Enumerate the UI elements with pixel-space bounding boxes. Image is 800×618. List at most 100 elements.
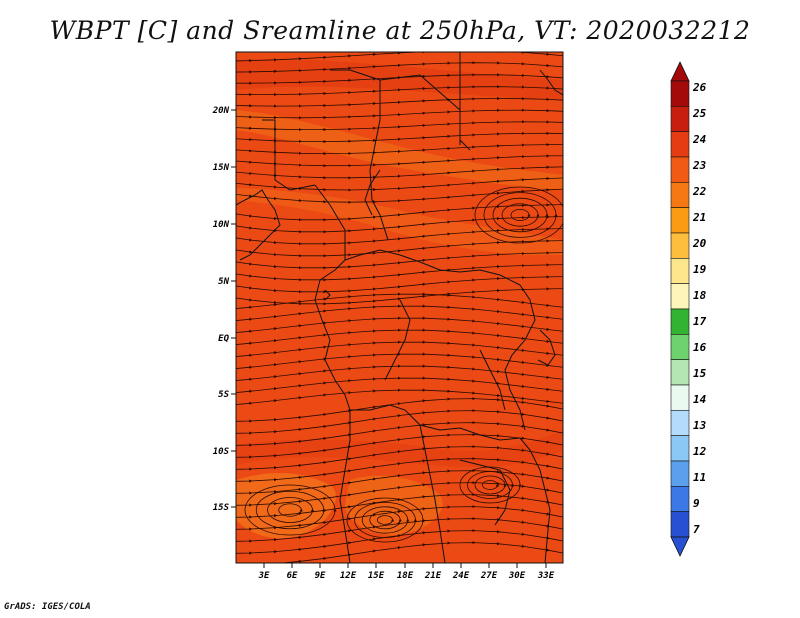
colorbar-swatch bbox=[670, 182, 690, 208]
lat-label: EQ bbox=[218, 334, 229, 344]
streamline bbox=[236, 316, 563, 333]
colorbar-label: 23 bbox=[692, 159, 707, 172]
streamline bbox=[236, 96, 563, 108]
lon-label: 12E bbox=[340, 571, 357, 581]
streamline bbox=[483, 192, 558, 238]
lat-label: 5N bbox=[218, 277, 229, 287]
colorbar-bottom-arrow bbox=[670, 536, 690, 557]
streamline bbox=[236, 154, 563, 168]
streamline bbox=[354, 502, 417, 538]
lon-label: 30E bbox=[508, 571, 526, 581]
lat-label: 15N bbox=[213, 163, 230, 173]
colorbar-swatch bbox=[670, 410, 690, 436]
colorbar-swatch bbox=[670, 106, 690, 132]
map-panel: 20N 15N 10N 5N EQ 5S 10S 15S 3E 6E 9E 12 bbox=[212, 51, 564, 581]
streamline bbox=[236, 108, 563, 120]
colorbar-labels: 26 25 24 23 22 21 20 19 18 17 16 15 14 1… bbox=[692, 81, 707, 536]
colorbar-swatch bbox=[670, 359, 690, 386]
colorbar-label: 24 bbox=[692, 133, 707, 146]
streamline bbox=[361, 506, 410, 534]
colorbar-label: 22 bbox=[692, 185, 707, 198]
colorbar: 26 25 24 23 22 21 20 19 18 17 16 15 14 1… bbox=[670, 61, 707, 557]
colorbar-label: 12 bbox=[693, 445, 707, 458]
colorbar-label: 13 bbox=[693, 419, 707, 432]
lat-label: 10N bbox=[213, 220, 230, 230]
lon-label: 21E bbox=[424, 571, 442, 581]
streamline bbox=[236, 188, 563, 204]
colorbar-swatch bbox=[670, 80, 690, 107]
map-title: WBPT [C] and Sreamline at 250hPa, VT: 20… bbox=[49, 16, 751, 45]
lat-label: 5S bbox=[218, 390, 229, 400]
streamline bbox=[236, 340, 563, 357]
lon-label: 24E bbox=[452, 571, 470, 581]
colorbar-label: 14 bbox=[693, 393, 707, 406]
colorbar-swatch bbox=[670, 156, 690, 183]
streamline bbox=[236, 376, 563, 393]
streamline bbox=[236, 143, 563, 156]
colorbar-swatch bbox=[670, 460, 690, 487]
streamline bbox=[236, 364, 563, 381]
colorbar-label: 11 bbox=[693, 471, 706, 484]
colorbar-swatch bbox=[670, 435, 690, 462]
colorbar-swatch bbox=[670, 258, 690, 284]
streamline bbox=[236, 61, 563, 74]
colorbar-label: 17 bbox=[693, 315, 707, 328]
streamline bbox=[510, 209, 531, 221]
lon-label: 27E bbox=[480, 571, 498, 581]
lat-label: 10S bbox=[213, 447, 230, 457]
streamline bbox=[236, 304, 563, 321]
latitude-axis: 20N 15N 10N 5N EQ 5S 10S 15S bbox=[212, 106, 236, 513]
colorbar-swatch bbox=[670, 486, 690, 512]
colorbar-top-arrow bbox=[670, 61, 690, 82]
streamline bbox=[236, 292, 563, 309]
colorbar-swatch bbox=[670, 384, 690, 411]
longitude-axis: 3E 6E 9E 12E 15E 18E 21E 24E 27E 30E 33E bbox=[258, 563, 555, 581]
streamline bbox=[267, 497, 315, 523]
lon-label: 33E bbox=[537, 571, 555, 581]
colorbar-label: 26 bbox=[692, 81, 707, 94]
streamlines bbox=[236, 52, 563, 563]
colorbar-swatch bbox=[670, 207, 690, 234]
colorbar-swatch bbox=[670, 131, 690, 158]
streamline bbox=[482, 480, 500, 490]
streamline bbox=[236, 165, 563, 180]
colorbar-label: 16 bbox=[693, 341, 707, 354]
lon-label: 18E bbox=[397, 571, 414, 581]
map-frame bbox=[235, 51, 564, 564]
colorbar-label: 20 bbox=[692, 237, 707, 250]
colorbar-label: 7 bbox=[693, 523, 700, 536]
streamline bbox=[467, 471, 515, 499]
lon-label: 15E bbox=[368, 571, 385, 581]
colorbar-swatch bbox=[670, 283, 690, 310]
lon-label: 9E bbox=[315, 571, 326, 581]
streamline bbox=[278, 503, 303, 517]
lon-label: 3E bbox=[258, 571, 270, 581]
streamline bbox=[474, 186, 563, 244]
streamline bbox=[236, 352, 563, 369]
colorbar-swatch bbox=[670, 232, 690, 259]
streamline bbox=[459, 466, 522, 504]
grads-credit: GrADS: IGES/COLA bbox=[4, 602, 91, 612]
streamline bbox=[501, 203, 540, 227]
streamline bbox=[369, 510, 402, 530]
colorbar-swatches bbox=[670, 80, 690, 538]
lon-label: 6E bbox=[287, 571, 298, 581]
streamline bbox=[236, 52, 563, 63]
colorbar-label: 18 bbox=[693, 289, 707, 302]
colorbar-swatch bbox=[670, 308, 690, 335]
streamline bbox=[492, 197, 549, 233]
lat-label: 15S bbox=[213, 503, 230, 513]
streamline bbox=[236, 131, 563, 144]
streamline bbox=[236, 120, 563, 132]
lat-label: 20N bbox=[212, 106, 230, 116]
colorbar-swatch bbox=[670, 334, 690, 360]
streamline bbox=[236, 328, 563, 345]
country-borders bbox=[236, 52, 563, 563]
colorbar-swatch bbox=[670, 511, 690, 538]
colorbar-label: 19 bbox=[693, 263, 707, 276]
colorbar-label: 9 bbox=[693, 497, 700, 510]
colorbar-label: 15 bbox=[693, 367, 707, 380]
streamline bbox=[346, 497, 425, 543]
streamline bbox=[474, 475, 507, 495]
